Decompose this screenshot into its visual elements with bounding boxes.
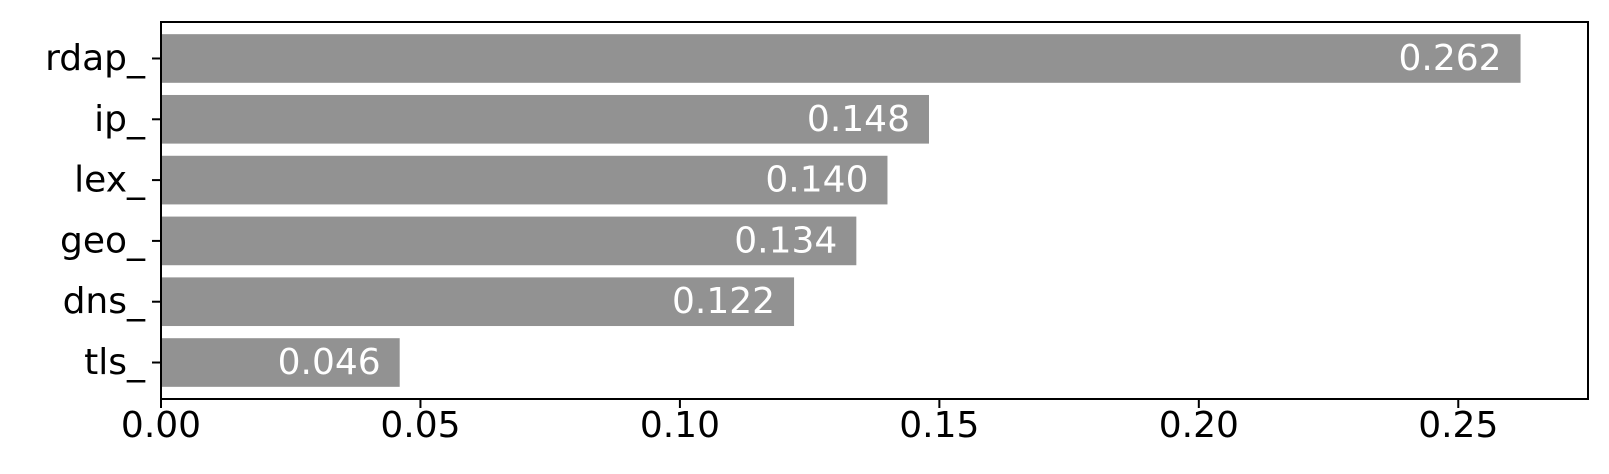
data-label: 0.262 xyxy=(1398,38,1501,79)
data-label: 0.046 xyxy=(278,342,381,383)
y-tick-label: tls_ xyxy=(84,342,146,383)
x-tick-label: 0.10 xyxy=(640,405,720,446)
bar-dns xyxy=(161,277,795,327)
data-label: 0.134 xyxy=(734,220,837,261)
plot-frame xyxy=(160,21,1589,400)
x-tick-label: 0.20 xyxy=(1159,405,1239,446)
bars xyxy=(161,34,1521,387)
y-tick-label: lex_ xyxy=(74,160,146,201)
data-label: 0.148 xyxy=(807,99,910,140)
y-axis: rdap_ ip_ lex_ geo_ dns_ tls_ xyxy=(45,38,161,383)
data-labels: 0.262 0.148 0.140 0.134 0.122 0.046 xyxy=(278,38,1502,383)
y-tick-label: ip_ xyxy=(94,99,146,140)
data-label: 0.122 xyxy=(672,281,775,322)
y-tick-label: rdap_ xyxy=(45,38,146,79)
x-tick-label: 0.15 xyxy=(899,405,979,446)
data-label: 0.140 xyxy=(765,160,868,201)
x-axis: 0.00 0.05 0.10 0.15 0.20 0.25 xyxy=(121,399,1498,446)
x-tick-label: 0.05 xyxy=(380,405,460,446)
y-tick-label: dns_ xyxy=(63,281,146,322)
y-tick-label: geo_ xyxy=(60,220,146,261)
bar-geo xyxy=(161,216,857,266)
x-tick-label: 0.25 xyxy=(1418,405,1498,446)
bar-tls xyxy=(161,338,400,387)
x-tick-label: 0.00 xyxy=(121,405,201,446)
bar-lex xyxy=(161,155,888,205)
bar-ip xyxy=(161,94,929,144)
bar-rdap xyxy=(161,34,1521,83)
